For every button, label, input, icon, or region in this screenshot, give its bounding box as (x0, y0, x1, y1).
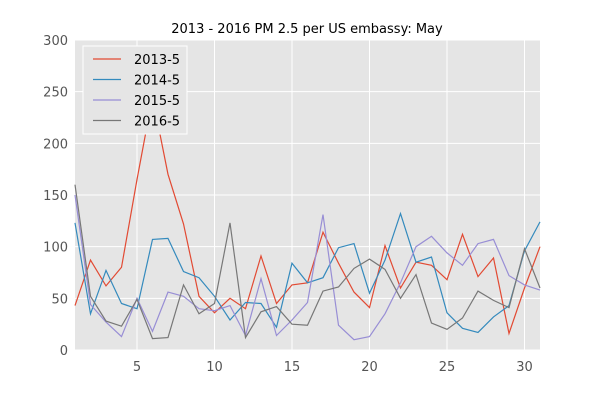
tick-labels: 0 50 100 150 200 250 300 5 10 15 20 25 30 (43, 34, 533, 375)
y-tick-label: 50 (51, 292, 68, 307)
legend-box (82, 45, 188, 135)
legend-label: 2013-5 (134, 53, 180, 68)
x-tick-label: 5 (133, 360, 141, 375)
y-tick-label: 200 (43, 137, 68, 152)
x-tick-label: 15 (284, 360, 301, 375)
x-tick-label: 20 (361, 360, 378, 375)
legend-label: 2014-5 (134, 74, 180, 89)
legend: 2013-5 2014-5 2015-5 2016-5 (82, 45, 188, 135)
series-line-2014-5 (74, 211, 541, 334)
series-line-2015-5 (74, 194, 541, 341)
legend-label: 2016-5 (134, 115, 180, 130)
chart-title: 2013 - 2016 PM 2.5 per US embassy: May (171, 22, 443, 37)
y-tick-label: 0 (60, 344, 68, 359)
y-tick-label: 100 (43, 241, 68, 256)
y-tick-label: 300 (43, 34, 68, 49)
legend-label: 2015-5 (134, 94, 180, 109)
x-tick-label: 25 (439, 360, 456, 375)
x-tick-label: 10 (206, 360, 223, 375)
series-line-2016-5 (74, 184, 541, 340)
y-tick-label: 150 (43, 189, 68, 204)
y-tick-label: 250 (43, 86, 68, 101)
x-tick-label: 30 (516, 360, 533, 375)
